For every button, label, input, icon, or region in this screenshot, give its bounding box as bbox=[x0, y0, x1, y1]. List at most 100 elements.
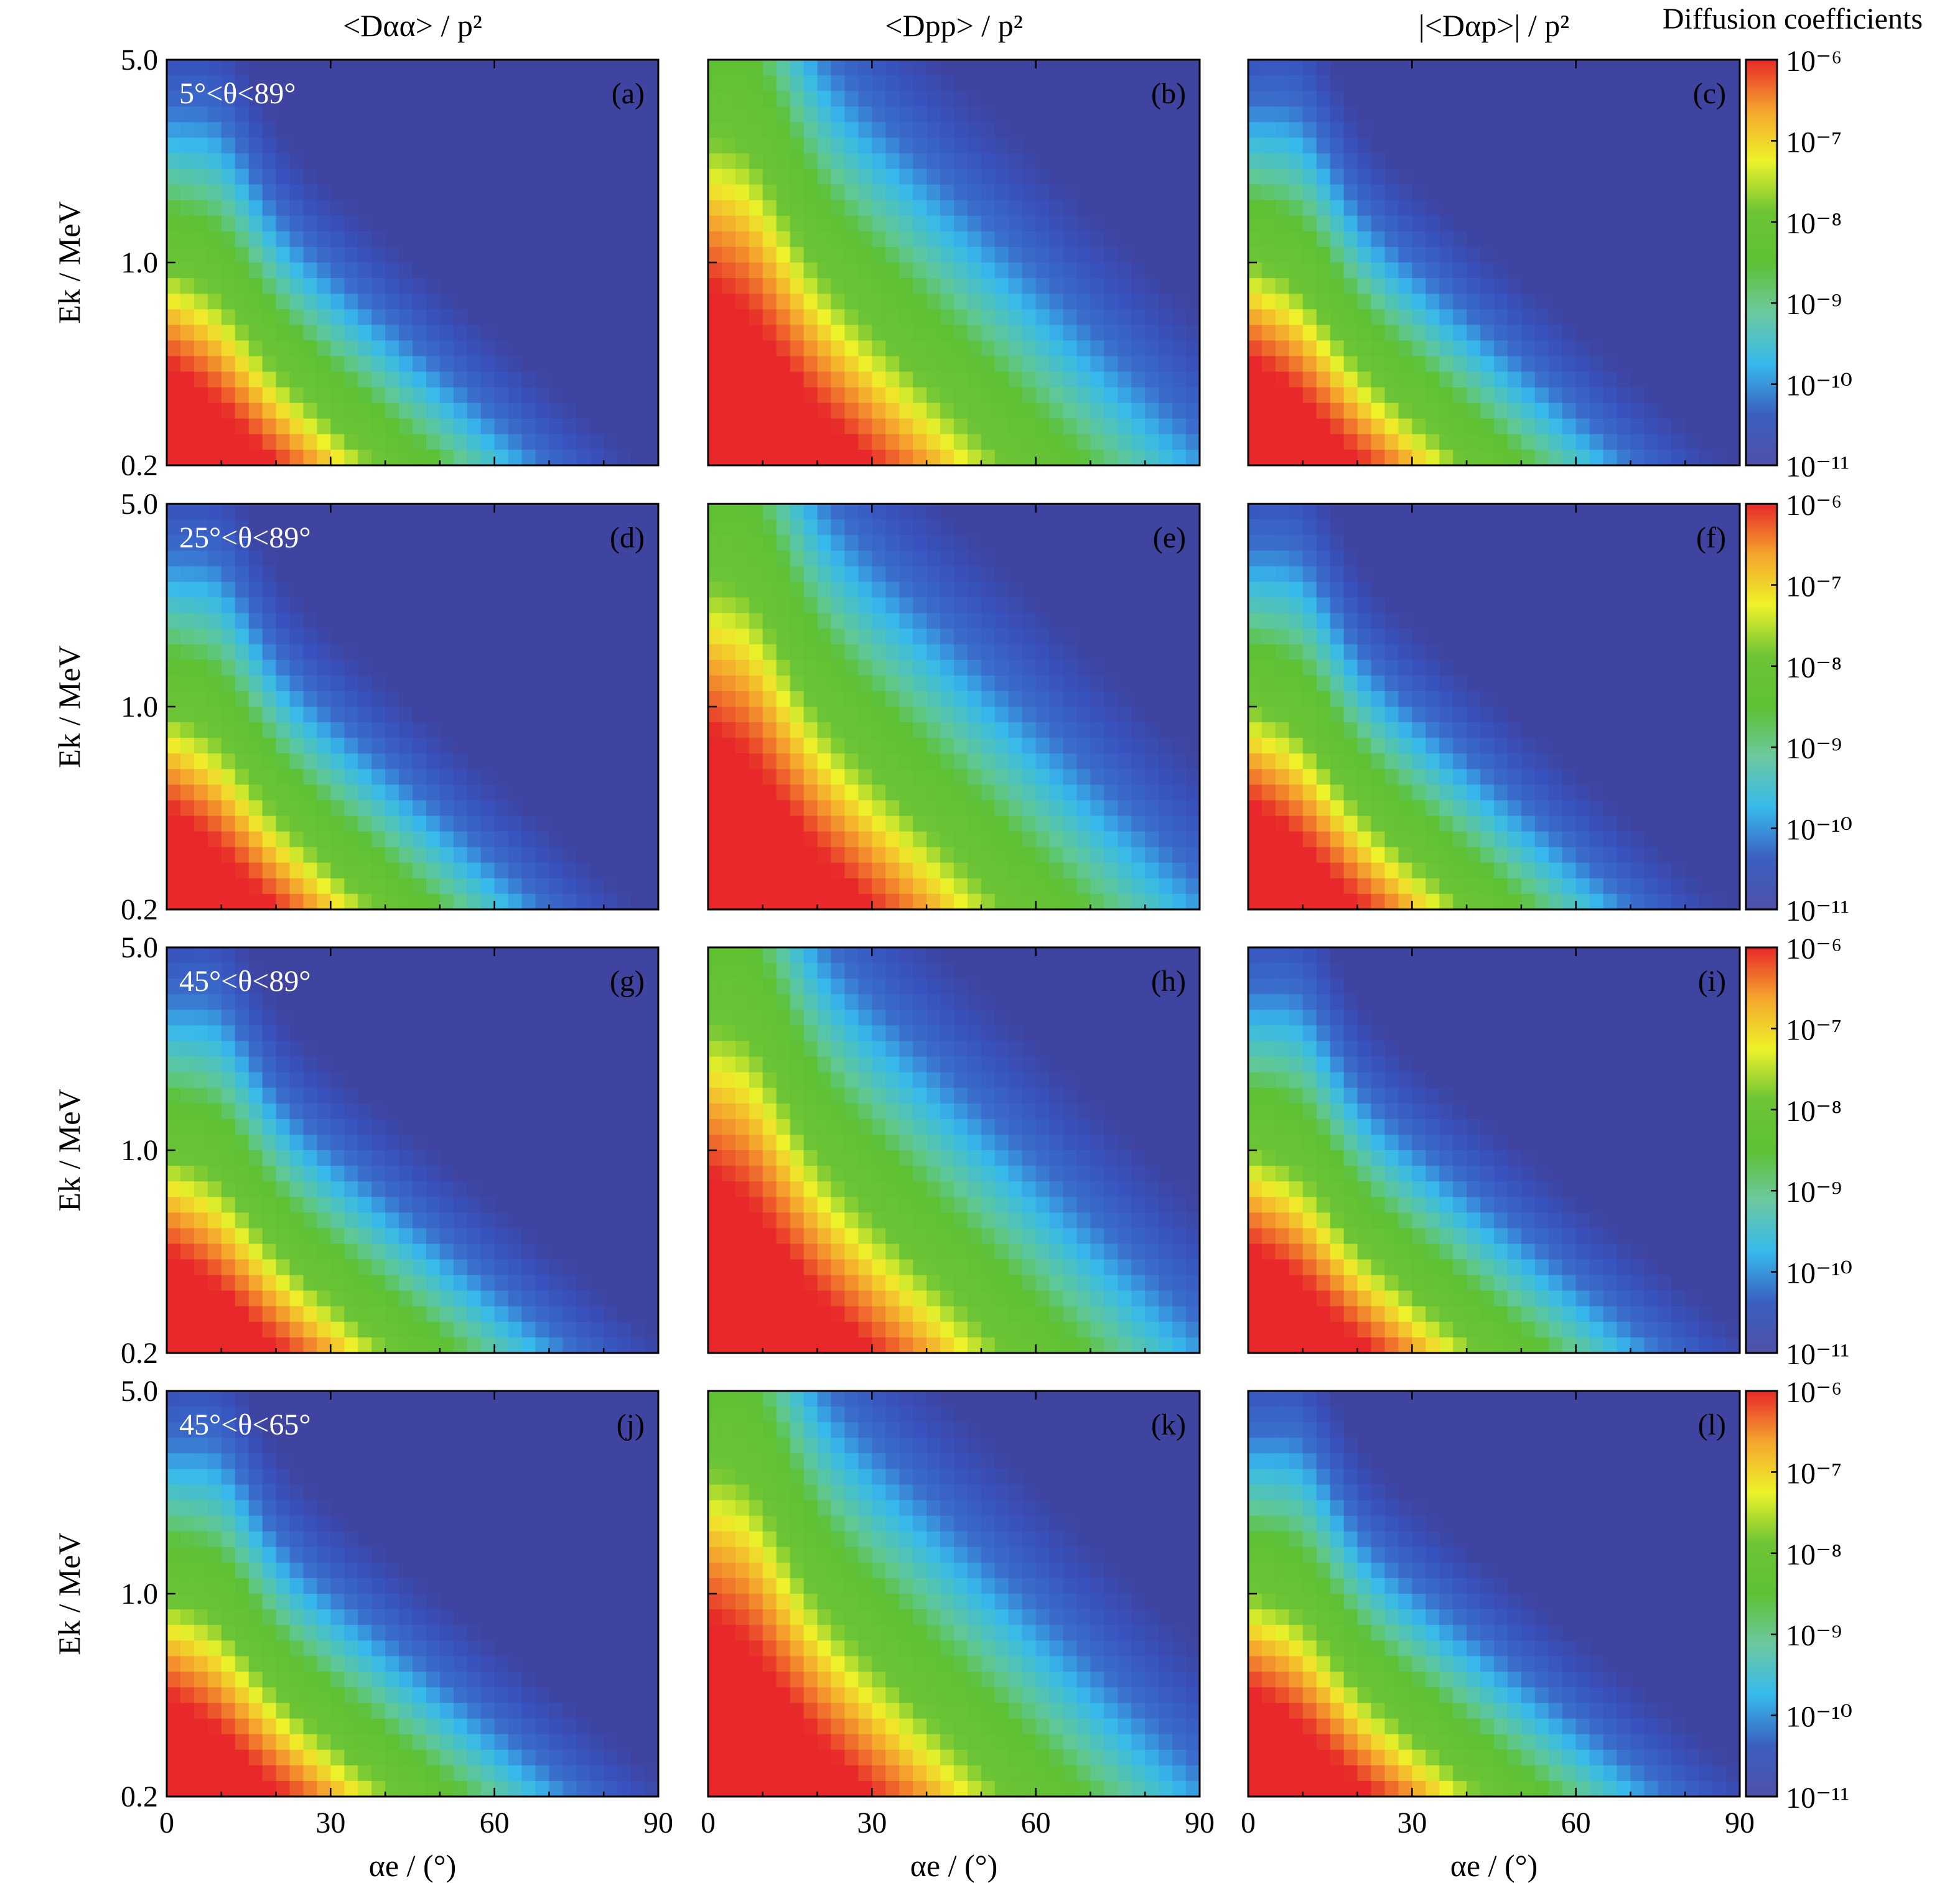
heatmap-cell bbox=[1076, 137, 1091, 154]
heatmap-cell bbox=[735, 722, 750, 739]
heatmap-cell bbox=[303, 504, 318, 521]
heatmap-cell bbox=[385, 893, 400, 911]
heatmap-cell bbox=[1008, 847, 1023, 863]
heatmap-cell bbox=[913, 613, 928, 630]
heatmap-panel bbox=[708, 60, 1201, 467]
heatmap-cell bbox=[1104, 690, 1119, 708]
heatmap-cell bbox=[749, 184, 763, 201]
heatmap-cell bbox=[708, 878, 723, 895]
heatmap-cell bbox=[1049, 122, 1064, 139]
heatmap-cell bbox=[817, 893, 832, 911]
heatmap-cell bbox=[1063, 91, 1078, 108]
heatmap-cell bbox=[940, 722, 955, 739]
heatmap-cell bbox=[1186, 831, 1201, 848]
heatmap-cell bbox=[1008, 122, 1023, 139]
heatmap-cell bbox=[790, 122, 805, 139]
heatmap-cell bbox=[262, 769, 277, 786]
heatmap-cell bbox=[817, 137, 832, 154]
heatmap-cell bbox=[954, 309, 969, 326]
heatmap-cell bbox=[735, 91, 750, 108]
heatmap-cell bbox=[1671, 106, 1686, 123]
heatmap-cell bbox=[344, 613, 359, 630]
heatmap-cell bbox=[385, 387, 400, 404]
heatmap-cell bbox=[1548, 263, 1563, 279]
heatmap-cell bbox=[508, 200, 523, 216]
heatmap-cell bbox=[844, 644, 859, 661]
heatmap-cell bbox=[303, 137, 318, 154]
heatmap-cell bbox=[762, 91, 777, 108]
heatmap-cell bbox=[1186, 434, 1201, 451]
heatmap-cell bbox=[1104, 387, 1119, 404]
heatmap-cell bbox=[439, 371, 455, 388]
heatmap-cell bbox=[1261, 263, 1277, 279]
heatmap-cell bbox=[1008, 769, 1023, 786]
heatmap-cell bbox=[872, 246, 887, 264]
heatmap-cell bbox=[817, 91, 832, 108]
heatmap-cell bbox=[721, 847, 737, 863]
heatmap-cell bbox=[1145, 753, 1160, 770]
heatmap-cell bbox=[790, 387, 805, 404]
heatmap-cell bbox=[940, 878, 955, 895]
heatmap-cell bbox=[221, 722, 236, 739]
heatmap-cell bbox=[631, 519, 646, 536]
heatmap-cell bbox=[562, 893, 577, 911]
heatmap-cell bbox=[1131, 644, 1146, 661]
heatmap-cell bbox=[399, 449, 414, 467]
heatmap-cell bbox=[1316, 137, 1331, 154]
heatmap-cell bbox=[1603, 294, 1618, 310]
heatmap-cell bbox=[1118, 91, 1132, 108]
heatmap-cell bbox=[413, 738, 427, 755]
heatmap-cell bbox=[1035, 60, 1050, 77]
heatmap-cell bbox=[817, 878, 832, 895]
heatmap-cell bbox=[1343, 722, 1358, 739]
heatmap-cell bbox=[954, 659, 969, 677]
heatmap-cell bbox=[576, 153, 591, 170]
heatmap-cell bbox=[1063, 753, 1078, 770]
heatmap-cell bbox=[1699, 371, 1714, 388]
heatmap-cell bbox=[645, 784, 660, 801]
heatmap-cell bbox=[562, 690, 577, 708]
heatmap-cell bbox=[1076, 504, 1091, 521]
heatmap-cell bbox=[1172, 106, 1187, 123]
heatmap-cell bbox=[330, 784, 345, 801]
heatmap-cell bbox=[1131, 418, 1146, 435]
heatmap-cell bbox=[617, 628, 632, 645]
heatmap-cell bbox=[453, 387, 468, 404]
heatmap-cell bbox=[1330, 707, 1345, 723]
heatmap-cell bbox=[1289, 862, 1304, 880]
heatmap-cell bbox=[1316, 582, 1331, 598]
heatmap-cell bbox=[1261, 309, 1277, 326]
heatmap-cell bbox=[1261, 659, 1277, 677]
heatmap-cell bbox=[926, 371, 941, 388]
heatmap-cell bbox=[1617, 184, 1631, 201]
heatmap-cell bbox=[749, 551, 763, 567]
heatmap-cell bbox=[1035, 75, 1050, 92]
heatmap-cell bbox=[1063, 690, 1078, 708]
heatmap-cell bbox=[1076, 309, 1091, 326]
heatmap-cell bbox=[899, 263, 914, 279]
heatmap-cell bbox=[508, 862, 523, 880]
heatmap-cell bbox=[262, 784, 277, 801]
heatmap-cell bbox=[1261, 325, 1277, 342]
heatmap-cell bbox=[167, 75, 182, 92]
heatmap-cell bbox=[899, 551, 914, 567]
heatmap-cell bbox=[1371, 75, 1386, 92]
heatmap-cell bbox=[576, 294, 591, 310]
heatmap-cell bbox=[235, 893, 250, 911]
heatmap-cell bbox=[1076, 387, 1091, 404]
heatmap-cell bbox=[1316, 613, 1331, 630]
heatmap-cell bbox=[1603, 340, 1618, 357]
heatmap-cell bbox=[954, 169, 969, 185]
heatmap-cell bbox=[721, 738, 737, 755]
heatmap-cell bbox=[262, 597, 277, 614]
heatmap-cell bbox=[590, 434, 605, 451]
heatmap-cell bbox=[1186, 738, 1201, 755]
heatmap-cell bbox=[1534, 278, 1549, 295]
heatmap-cell bbox=[1426, 294, 1440, 310]
heatmap-cell bbox=[872, 769, 887, 786]
heatmap-cell bbox=[1261, 519, 1277, 536]
heatmap-cell bbox=[981, 325, 996, 342]
heatmap-cell bbox=[1644, 137, 1659, 154]
heatmap-cell bbox=[1343, 356, 1358, 373]
heatmap-cell bbox=[426, 878, 441, 895]
